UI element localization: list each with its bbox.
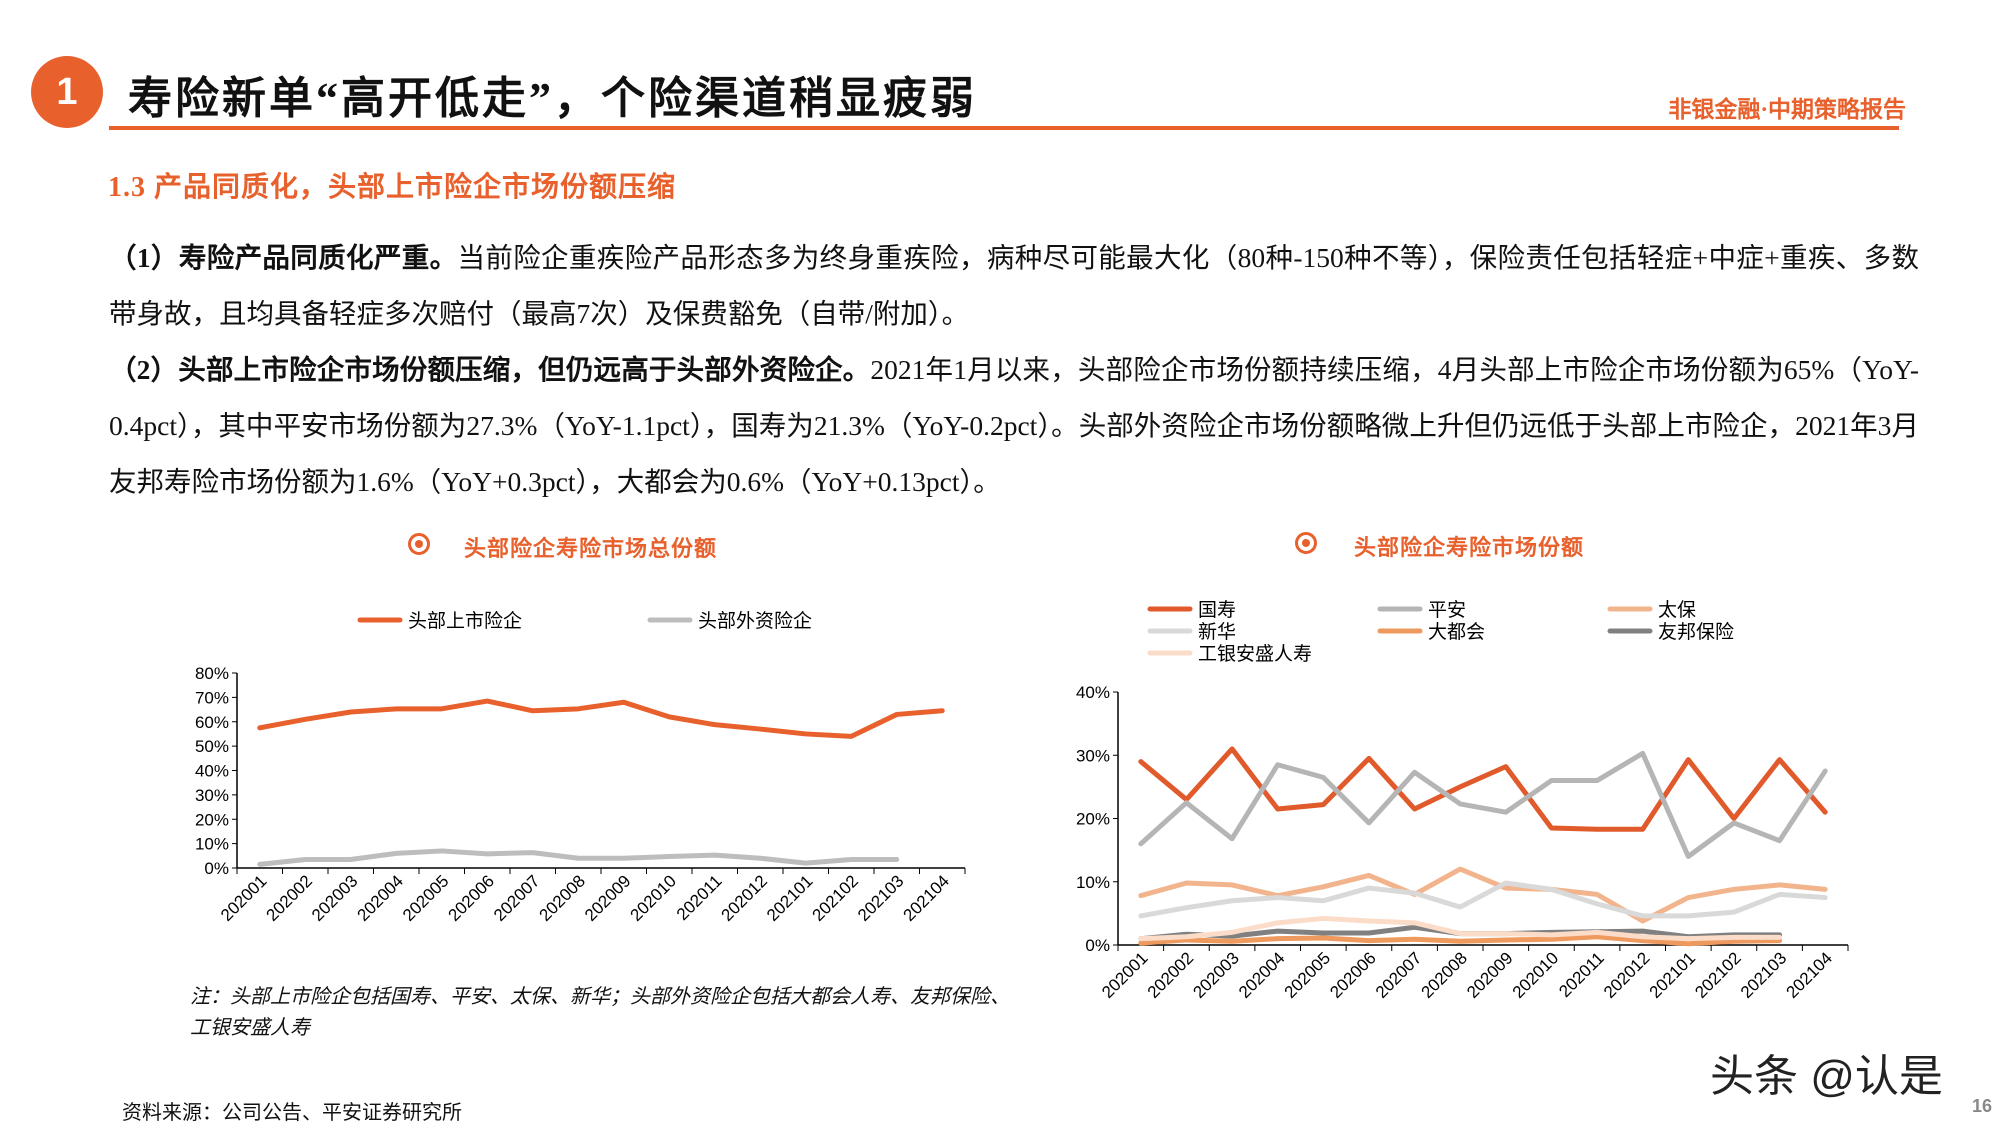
x-tick-label: 202006 [445, 871, 499, 925]
x-tick-label: 202012 [718, 871, 772, 925]
x-tick-label: 202003 [1189, 948, 1243, 1002]
x-tick-label: 202104 [1782, 948, 1836, 1002]
chart-title-left: 头部险企寿险市场总份额 [464, 536, 718, 561]
y-tick-label: 30% [1076, 746, 1110, 765]
x-tick-label: 202010 [1509, 948, 1563, 1002]
y-tick-label: 0% [204, 859, 229, 878]
y-tick-label: 10% [195, 835, 229, 854]
x-tick-label: 202007 [490, 871, 544, 925]
x-tick-label: 202002 [1144, 948, 1198, 1002]
series-line-7 [1138, 915, 1783, 942]
x-tick-label: 202011 [673, 871, 726, 924]
legend-label: 友邦保险 [1658, 621, 1734, 643]
paragraph-lead: （2）头部上市险企市场份额压缩，但仍远高于头部外资险企。 [109, 354, 871, 385]
x-tick-label: 202103 [854, 871, 908, 925]
x-tick-label: 202102 [809, 871, 863, 925]
x-tick-label: 202006 [1326, 948, 1380, 1002]
watermark: 头条 @认是 [1710, 1052, 1943, 1101]
y-tick-label: 0% [1085, 936, 1110, 955]
x-tick-label: 202003 [308, 871, 362, 925]
series-line-4 [1138, 880, 1828, 919]
x-tick-label: 202005 [399, 871, 453, 925]
market-share-by-insurer-chart: 0%10%20%30%40%20200120200220200320200420… [1076, 599, 1849, 1002]
page-number: 16 [1972, 1096, 1993, 1116]
x-tick-label: 202002 [263, 871, 317, 925]
report-name: 非银金融·中期策略报告 [1668, 97, 1906, 122]
x-tick-label: 202008 [1417, 948, 1471, 1002]
section-number-badge: 1 [31, 56, 103, 128]
chart-note: 注：头部上市险企包括国寿、平安、太保、新华；头部外资险企包括大都会人寿、友邦保险… [190, 986, 1010, 1039]
paragraph-text: 当前险企重疾险产品形态多为终身重疾险，病种尽可能最大化（80种-150种不等），… [109, 242, 1920, 329]
x-tick-label: 202001 [1098, 948, 1152, 1002]
legend-label: 太保 [1658, 599, 1696, 621]
legend-label: 工银安盛人寿 [1198, 643, 1312, 665]
y-tick-label: 80% [195, 664, 229, 683]
x-tick-label: 202001 [217, 871, 271, 925]
x-tick-label: 202009 [581, 871, 635, 925]
series-line-1 [257, 698, 945, 739]
section-title: 1.3 产品同质化，头部上市险企市场份额压缩 [108, 172, 677, 203]
x-tick-label: 202009 [1463, 948, 1517, 1002]
x-tick-label: 202012 [1600, 948, 1654, 1002]
legend-label: 头部外资险企 [698, 610, 812, 632]
series-line-2 [1138, 750, 1828, 859]
radio-bullet-icon [408, 533, 430, 555]
paragraph-text: 2021年1月以来，头部险企市场份额持续压缩，4月头部上市险企市场份额为65%（… [109, 354, 1920, 497]
x-tick-label: 202010 [627, 871, 681, 925]
x-tick-label: 202007 [1372, 948, 1426, 1002]
series-line-5 [1138, 934, 1783, 947]
x-tick-label: 202011 [1555, 948, 1608, 1001]
x-tick-label: 202103 [1737, 948, 1791, 1002]
x-tick-label: 202104 [900, 871, 954, 925]
x-tick-label: 202101 [1646, 948, 1700, 1002]
x-tick-label: 202004 [1235, 948, 1289, 1002]
series-line-3 [1138, 866, 1828, 924]
paragraph-1: （1）寿险产品同质化严重。当前险企重疾险产品形态多为终身重疾险，病种尽可能最大化… [109, 230, 1919, 342]
x-tick-label: 202102 [1691, 948, 1745, 1002]
y-tick-label: 50% [195, 737, 229, 756]
y-tick-label: 10% [1076, 873, 1110, 892]
paragraph-2: （2）头部上市险企市场份额压缩，但仍远高于头部外资险企。2021年1月以来，头部… [109, 342, 1919, 510]
x-tick-label: 202008 [536, 871, 590, 925]
y-tick-label: 60% [195, 713, 229, 732]
legend-label: 国寿 [1198, 599, 1236, 621]
market-share-total-chart: 0%10%20%30%40%50%60%70%80%20200120200220… [195, 610, 966, 925]
series-line-2 [257, 848, 900, 867]
legend-label: 头部上市险企 [408, 610, 522, 632]
y-tick-label: 20% [1076, 810, 1110, 829]
y-tick-label: 20% [195, 810, 229, 829]
x-tick-label: 202005 [1281, 948, 1335, 1002]
radio-bullet-icon [1295, 532, 1317, 554]
x-tick-label: 202004 [354, 871, 408, 925]
legend-label: 平安 [1428, 599, 1466, 621]
legend-label: 大都会 [1428, 621, 1485, 643]
source-note: 资料来源：公司公告、平安证券研究所 [122, 1102, 462, 1124]
page-title: 寿险新单“高开低走”，个险渠道稍显疲弱 [128, 74, 977, 123]
title-divider [109, 126, 1899, 130]
y-tick-label: 70% [195, 688, 229, 707]
x-tick-label: 202101 [763, 871, 817, 925]
y-tick-label: 40% [195, 762, 229, 781]
chart-title-right: 头部险企寿险市场份额 [1354, 535, 1585, 560]
y-tick-label: 30% [195, 786, 229, 805]
paragraph-lead: （1）寿险产品同质化严重。 [109, 242, 458, 273]
series-line-1 [1138, 746, 1828, 832]
legend-label: 新华 [1198, 621, 1236, 643]
y-tick-label: 40% [1076, 683, 1110, 702]
